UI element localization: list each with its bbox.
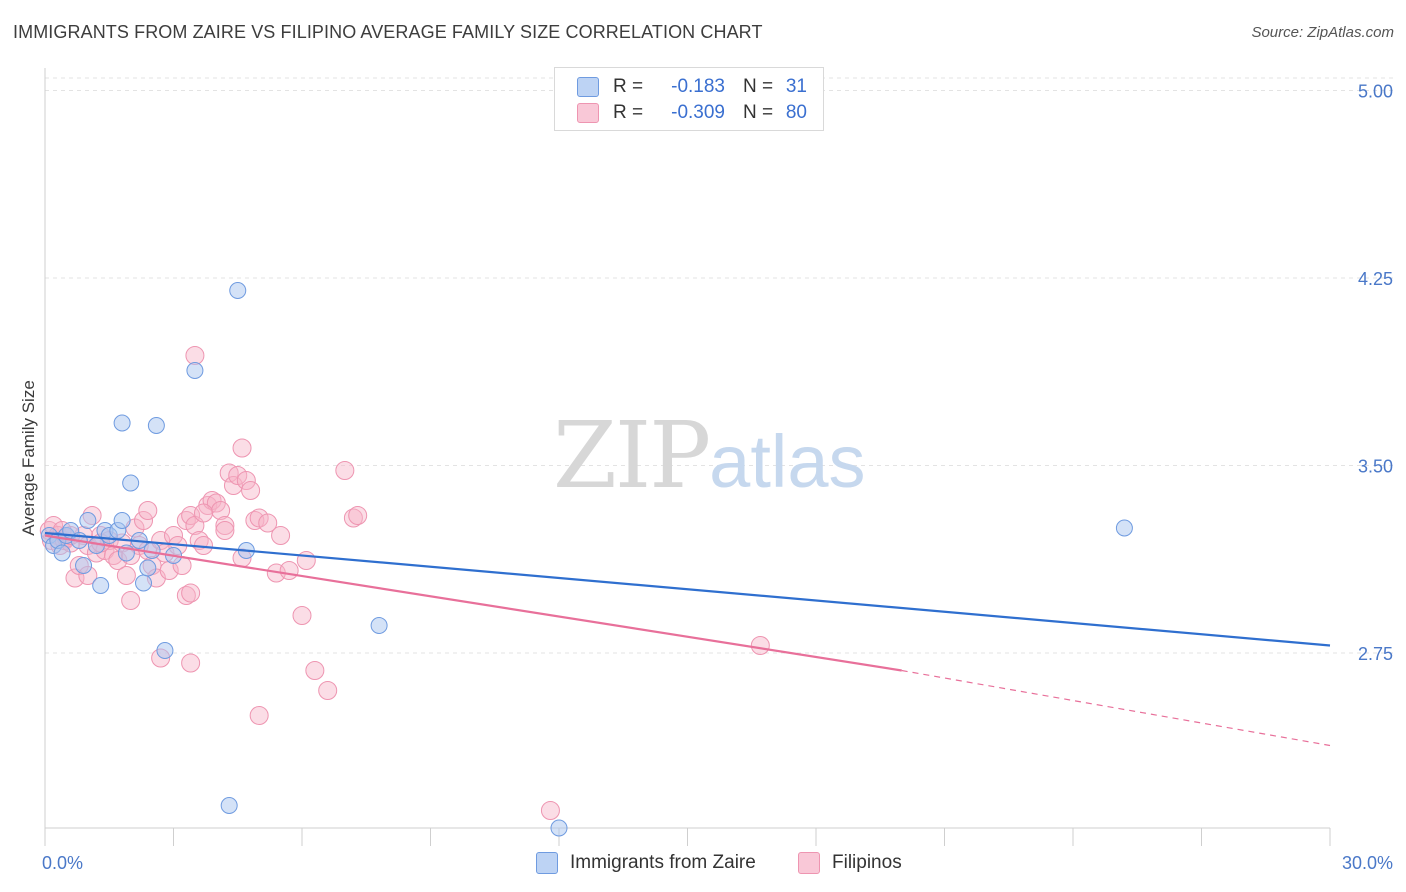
- trend-lines: [44, 531, 1331, 747]
- watermark-atlas: atlas: [709, 420, 866, 503]
- point-filipinos: [181, 653, 201, 673]
- point-zaire: [92, 577, 110, 594]
- legend-n-label: N =: [743, 76, 774, 97]
- x-tick-label-min: 0.0%: [42, 853, 83, 873]
- point-filipinos: [279, 561, 299, 580]
- point-zaire: [135, 574, 153, 592]
- point-filipinos: [318, 681, 338, 700]
- legend-item-zaire[interactable]: Immigrants from Zaire: [536, 852, 756, 874]
- y-tick-label: 5.00: [1358, 82, 1393, 102]
- x-tick-label-max: 30.0%: [1342, 853, 1393, 873]
- legend-row-zaire: R = -0.183 N = 31: [577, 74, 807, 100]
- legend-r-value: -0.183: [671, 76, 725, 97]
- point-filipinos: [215, 516, 235, 535]
- point-filipinos: [540, 801, 560, 820]
- y-tick-label: 2.75: [1358, 644, 1393, 664]
- legend-item-filipinos[interactable]: Filipinos: [798, 852, 902, 874]
- chart-title: IMMIGRANTS FROM ZAIRE VS FILIPINO AVERAG…: [13, 22, 763, 42]
- trend-line-filipinos: [44, 534, 902, 672]
- source-credit: Source: ZipAtlas.com: [1251, 24, 1394, 41]
- legend-r-label: R =: [613, 102, 644, 123]
- point-zaire: [156, 642, 174, 659]
- legend-r-value: -0.309: [671, 102, 725, 123]
- point-filipinos: [232, 438, 252, 458]
- point-zaire: [147, 417, 165, 434]
- point-filipinos: [138, 501, 158, 520]
- point-filipinos: [223, 476, 243, 495]
- watermark: ZIPatlas: [553, 402, 865, 509]
- legend-label-zaire: Immigrants from Zaire: [570, 852, 756, 873]
- point-filipinos: [181, 583, 201, 603]
- y-tick-label: 3.50: [1358, 457, 1393, 477]
- point-zaire: [370, 617, 388, 634]
- legend-row-filipinos: R = -0.309 N = 80: [577, 100, 807, 126]
- legend-swatch-filipinos: [577, 103, 599, 123]
- point-filipinos: [215, 521, 235, 540]
- point-zaire: [550, 819, 568, 837]
- point-zaire: [113, 512, 131, 529]
- point-zaire: [79, 512, 97, 529]
- point-filipinos: [296, 551, 316, 570]
- point-filipinos: [134, 511, 154, 530]
- point-filipinos: [271, 526, 291, 545]
- point-zaire: [220, 797, 238, 814]
- trend-line-zaire: [44, 531, 1331, 647]
- point-zaire: [53, 544, 71, 562]
- point-zaire: [113, 414, 131, 432]
- point-zaire: [122, 474, 140, 492]
- stats-legend: R = -0.183 N = 31 R = -0.309 N = 80: [554, 67, 824, 131]
- point-filipinos: [750, 636, 770, 655]
- legend-r-label: R =: [613, 76, 644, 97]
- trend-line-filipinos-extrapolated: [901, 669, 1331, 747]
- legend-n-value: 80: [785, 102, 807, 123]
- legend-n-value: 31: [785, 76, 807, 97]
- point-filipinos: [241, 481, 261, 500]
- series-legend: Immigrants from Zaire Filipinos: [0, 852, 1406, 878]
- point-filipinos: [116, 566, 136, 585]
- legend-swatch-zaire: [577, 77, 599, 97]
- legend-n-label: N =: [743, 102, 774, 123]
- y-tick-labels: 2.75 3.50 4.25 5.00: [1358, 82, 1393, 665]
- point-filipinos: [185, 346, 205, 365]
- point-filipinos: [193, 503, 213, 523]
- point-filipinos: [249, 706, 269, 725]
- y-axis-label: Average Family Size: [19, 380, 38, 536]
- zaire-points: [40, 282, 1133, 837]
- point-zaire: [186, 362, 204, 379]
- point-filipinos: [305, 661, 325, 680]
- point-filipinos: [348, 506, 368, 525]
- y-tick-label: 4.25: [1358, 269, 1393, 289]
- point-filipinos: [258, 513, 278, 533]
- point-filipinos: [236, 471, 256, 490]
- legend-swatch-zaire: [536, 852, 558, 874]
- point-zaire: [1115, 519, 1133, 537]
- point-filipinos: [211, 501, 231, 520]
- point-zaire: [75, 557, 93, 574]
- point-filipinos: [335, 461, 355, 480]
- point-filipinos: [121, 591, 141, 610]
- legend-label-filipinos: Filipinos: [832, 852, 902, 873]
- point-zaire: [139, 559, 157, 577]
- point-filipinos: [292, 606, 312, 625]
- watermark-zip: ZIP: [553, 402, 711, 509]
- legend-swatch-filipinos: [798, 852, 820, 874]
- point-zaire: [229, 282, 247, 299]
